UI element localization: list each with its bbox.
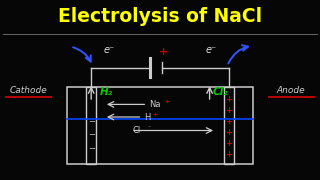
Text: +: + (225, 150, 232, 159)
Text: +: + (225, 128, 232, 137)
Text: −: − (88, 117, 95, 126)
Bar (86, 87, 96, 163)
Text: Cl₂: Cl₂ (212, 87, 228, 97)
Text: +: + (159, 47, 168, 57)
Text: ⁻: ⁻ (147, 126, 150, 131)
Bar (67, 87, 253, 163)
Text: Anode: Anode (277, 86, 306, 94)
Text: −: − (88, 130, 95, 140)
Text: +: + (164, 99, 169, 104)
Text: +: + (225, 94, 232, 103)
Text: Cl: Cl (133, 126, 141, 135)
Text: Electrolysis of NaCl: Electrolysis of NaCl (58, 7, 262, 26)
Text: +: + (225, 117, 232, 126)
Text: e⁻: e⁻ (103, 44, 114, 55)
Text: Na: Na (149, 100, 160, 109)
Text: H₂: H₂ (100, 87, 113, 97)
Bar (224, 87, 234, 163)
Text: −: − (88, 144, 95, 153)
Text: Cathode: Cathode (10, 86, 48, 94)
Text: H: H (144, 112, 150, 122)
Text: +: + (225, 106, 232, 115)
Text: e⁻: e⁻ (206, 44, 217, 55)
Text: +: + (153, 111, 158, 116)
Text: +: + (225, 139, 232, 148)
